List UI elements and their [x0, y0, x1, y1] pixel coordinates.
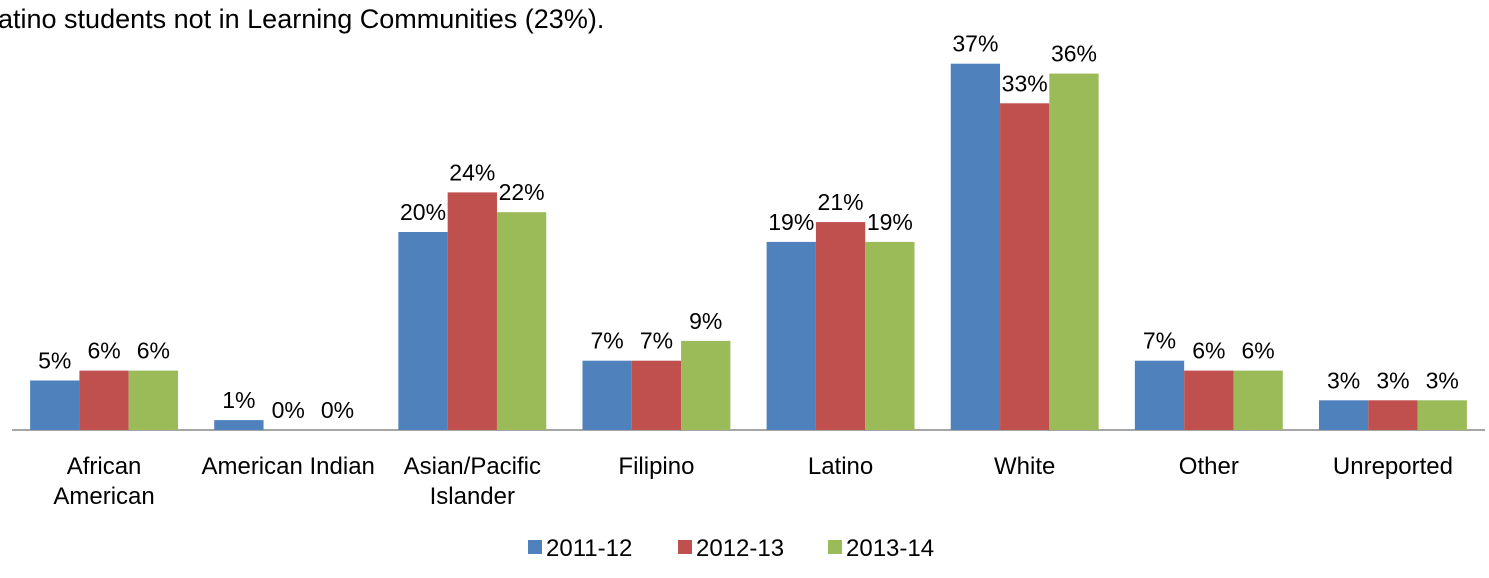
- bar: [681, 340, 731, 430]
- bar: [1318, 400, 1369, 430]
- data-label: 1%: [222, 387, 255, 413]
- data-label: 7%: [1143, 328, 1176, 354]
- x-tick-label: American Indian: [201, 453, 375, 480]
- data-label: 3%: [1426, 367, 1459, 393]
- x-tick-label: Other: [1178, 453, 1239, 480]
- bar: [1368, 400, 1418, 430]
- bar: [398, 232, 448, 430]
- x-tick-label: African American: [53, 453, 155, 510]
- x-tick-label: White: [994, 453, 1056, 480]
- bar: [128, 370, 179, 430]
- data-label: 6%: [137, 338, 170, 364]
- data-label: 6%: [1192, 338, 1225, 364]
- data-label: 3%: [1376, 367, 1409, 393]
- data-label: 19%: [768, 209, 814, 235]
- bar: [815, 222, 866, 430]
- bar: [1233, 370, 1283, 430]
- bar: [950, 63, 1001, 430]
- data-label: 6%: [87, 338, 120, 364]
- data-label: 19%: [867, 209, 913, 235]
- bar: [30, 380, 80, 430]
- legend-swatch: [678, 540, 692, 554]
- data-label: 6%: [1241, 338, 1274, 364]
- bar: [1000, 103, 1050, 431]
- data-label: 0%: [272, 397, 305, 423]
- data-label: 0%: [321, 397, 354, 423]
- bar: [447, 192, 497, 430]
- data-label: 3%: [1327, 367, 1360, 393]
- data-label: 7%: [640, 328, 673, 354]
- data-label: 9%: [689, 308, 722, 334]
- data-label: 20%: [400, 199, 446, 225]
- data-label: 7%: [591, 328, 624, 354]
- data-label: 22%: [499, 179, 545, 205]
- legend-swatch: [828, 540, 842, 554]
- bar: [496, 212, 547, 430]
- legend-label: 2012-13: [696, 535, 784, 562]
- bar: [865, 241, 915, 430]
- bar: [582, 360, 632, 430]
- x-tick-label: Filipino: [618, 453, 695, 480]
- bar: [1184, 370, 1234, 430]
- x-tick-label: Latino: [807, 453, 874, 480]
- data-label: 24%: [449, 159, 495, 185]
- bar: [1134, 360, 1185, 430]
- bar: [631, 360, 682, 430]
- bar: [79, 370, 129, 430]
- legend-label: 2011-12: [546, 535, 632, 562]
- subtitle: atino students not in Learning Communiti…: [0, 4, 604, 34]
- legend-label: 2013-14: [846, 535, 934, 562]
- data-label: 5%: [38, 348, 71, 374]
- data-label: 37%: [952, 31, 998, 57]
- bar: [1049, 73, 1099, 430]
- data-label: 21%: [818, 189, 864, 215]
- x-tick-label: Asian/Pacific Islander: [403, 453, 541, 510]
- x-tick-label: Unreported: [1332, 453, 1453, 480]
- legend-swatch: [528, 540, 542, 554]
- data-label: 33%: [1002, 70, 1048, 96]
- bar: [1417, 400, 1467, 430]
- bar: [766, 241, 816, 430]
- data-label: 36%: [1051, 41, 1097, 67]
- bar: [214, 420, 264, 430]
